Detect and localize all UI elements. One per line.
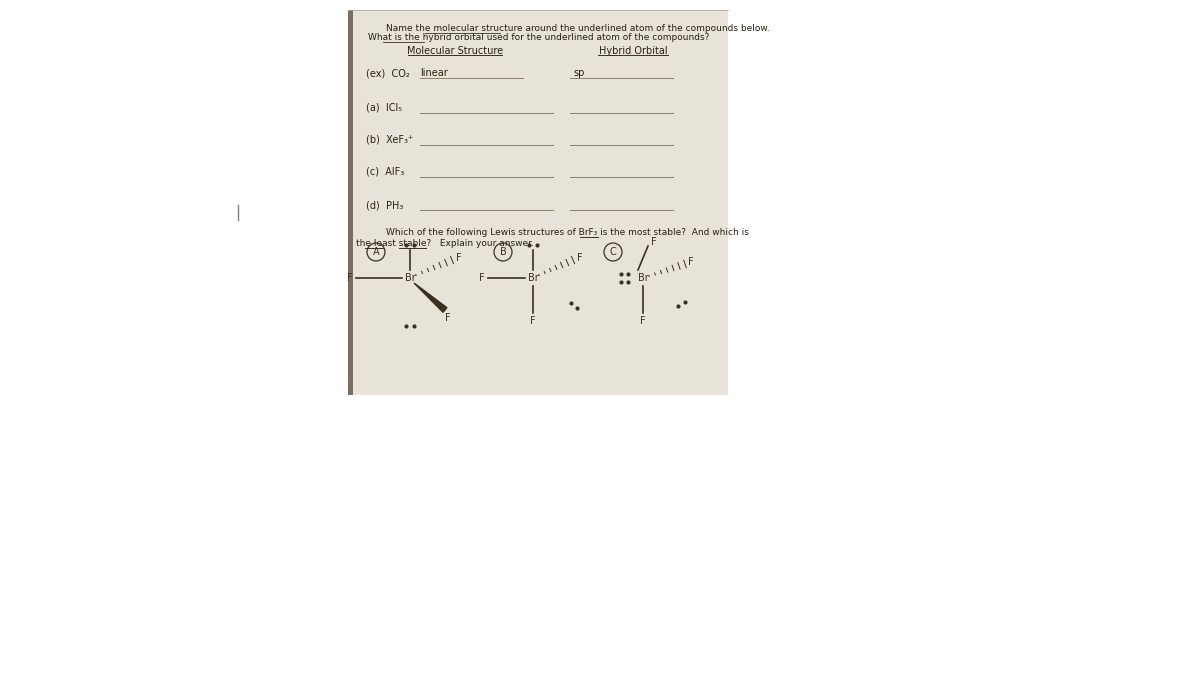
Bar (348, 10, 728, 395)
Text: Hybrid Orbital: Hybrid Orbital (599, 46, 667, 56)
Text: (d)  PH₃: (d) PH₃ (366, 200, 403, 210)
Text: Which of the following Lewis structures of BrF₃ is the most stable?  And which i: Which of the following Lewis structures … (386, 228, 749, 237)
Text: (c)  AlF₃: (c) AlF₃ (366, 167, 404, 177)
Text: C: C (610, 247, 617, 257)
Text: B: B (499, 247, 506, 257)
Text: F: F (530, 316, 536, 326)
Text: F: F (688, 257, 694, 267)
Text: the least stable?   Explain your answer.: the least stable? Explain your answer. (356, 239, 534, 248)
Text: (b)  XeF₃⁺: (b) XeF₃⁺ (366, 135, 413, 145)
Text: F: F (577, 253, 583, 263)
Text: F: F (650, 237, 656, 247)
Text: Br: Br (528, 273, 539, 283)
Text: Br: Br (637, 273, 648, 283)
Text: Molecular Structure: Molecular Structure (407, 46, 503, 56)
Text: Name the molecular structure around the underlined atom of the compounds below.: Name the molecular structure around the … (386, 24, 769, 33)
Text: Br: Br (404, 273, 415, 283)
Text: F: F (445, 313, 451, 323)
Text: F: F (347, 273, 353, 283)
Text: What is the hybrid orbital used for the underlined atom of the compounds?: What is the hybrid orbital used for the … (368, 33, 709, 42)
Bar (348, 10, 353, 395)
Polygon shape (414, 283, 446, 313)
Text: F: F (456, 253, 462, 263)
Text: linear: linear (420, 68, 448, 78)
Text: (ex)  CO₂: (ex) CO₂ (366, 68, 409, 78)
Text: (a)  ICl₅: (a) ICl₅ (366, 103, 402, 113)
Text: F: F (479, 273, 485, 283)
Text: A: A (373, 247, 379, 257)
Text: sp: sp (574, 68, 584, 78)
Text: F: F (640, 316, 646, 326)
